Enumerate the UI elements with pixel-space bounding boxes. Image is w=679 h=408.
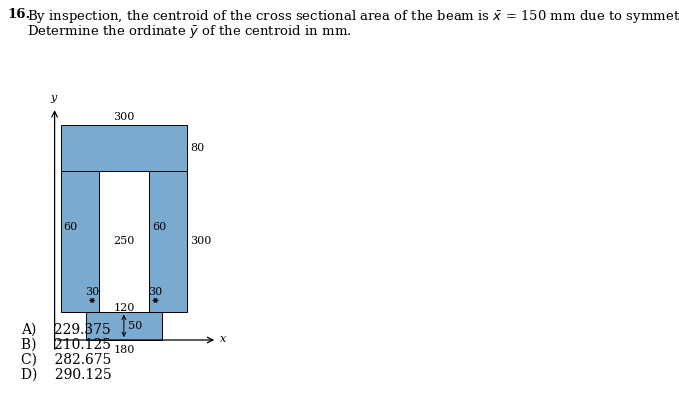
Text: 16.: 16.: [7, 8, 31, 21]
Text: 60: 60: [152, 222, 166, 232]
Text: y: y: [51, 93, 57, 103]
Text: 120: 120: [113, 304, 134, 313]
Text: 180: 180: [113, 345, 134, 355]
Text: C)    282.675: C) 282.675: [21, 353, 111, 367]
Text: 80: 80: [190, 143, 204, 153]
Bar: [149, 171, 187, 312]
Text: 60: 60: [64, 222, 78, 232]
Text: 300: 300: [190, 236, 212, 246]
Text: B)    210.125: B) 210.125: [21, 338, 111, 352]
Bar: [60, 125, 187, 171]
Bar: [60, 171, 98, 312]
Text: 250: 250: [113, 236, 134, 246]
Text: D)    290.125: D) 290.125: [21, 368, 111, 382]
Text: 30: 30: [85, 288, 99, 297]
Text: By inspection, the centroid of the cross sectional area of the beam is $\bar{x}$: By inspection, the centroid of the cross…: [27, 8, 679, 25]
Text: A)    229.375: A) 229.375: [21, 323, 111, 337]
Text: x: x: [220, 334, 226, 344]
Text: 300: 300: [113, 112, 134, 122]
Bar: [86, 312, 162, 340]
Text: 30: 30: [149, 288, 163, 297]
Text: 50: 50: [128, 321, 142, 331]
Bar: [98, 171, 149, 312]
Text: Determine the ordinate $\bar{y}$ of the centroid in mm.: Determine the ordinate $\bar{y}$ of the …: [27, 23, 352, 40]
